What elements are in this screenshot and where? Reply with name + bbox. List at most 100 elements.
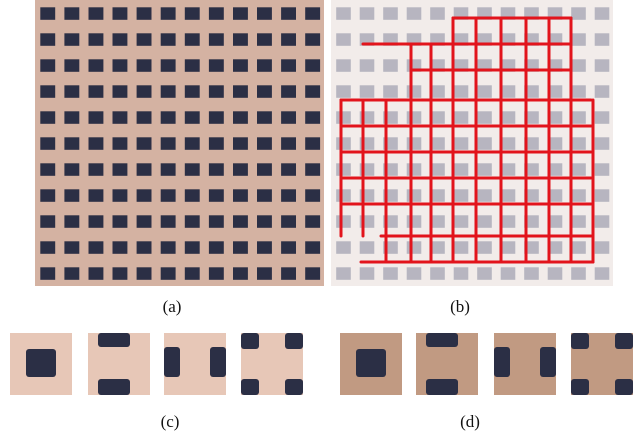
- window: [233, 33, 248, 46]
- window: [88, 215, 104, 228]
- window: [88, 241, 104, 254]
- window: [112, 241, 128, 254]
- window: [208, 189, 224, 202]
- faded-window: [406, 241, 422, 254]
- faded-window: [477, 189, 492, 202]
- window: [257, 241, 272, 254]
- window-fragment: [540, 347, 556, 377]
- window: [64, 163, 80, 176]
- window: [160, 85, 176, 98]
- window: [88, 137, 104, 150]
- window: [160, 215, 176, 228]
- faded-window: [477, 163, 492, 176]
- patch-d-1: [340, 333, 402, 395]
- faded-window: [430, 215, 445, 228]
- faded-window: [594, 85, 610, 98]
- faded-window: [594, 137, 610, 150]
- faded-window: [571, 137, 586, 150]
- faded-window: [477, 241, 492, 254]
- window: [281, 267, 296, 280]
- faded-window: [500, 163, 516, 176]
- window: [305, 85, 321, 98]
- window: [305, 33, 321, 46]
- window: [40, 215, 56, 228]
- window: [305, 215, 321, 228]
- window: [184, 137, 200, 150]
- faded-window: [477, 111, 492, 124]
- window: [305, 7, 321, 20]
- window-fragment: [426, 333, 458, 347]
- faded-window: [359, 7, 375, 20]
- patch-d-4: [571, 333, 633, 395]
- faded-window: [594, 59, 610, 72]
- window: [136, 137, 152, 150]
- faded-window: [406, 163, 422, 176]
- faded-window: [547, 241, 563, 254]
- faded-window: [336, 85, 351, 98]
- faded-window: [571, 85, 586, 98]
- window: [40, 7, 56, 20]
- window: [257, 163, 272, 176]
- faded-window: [406, 267, 422, 280]
- window-fragment: [494, 347, 510, 377]
- window: [112, 85, 128, 98]
- faded-window: [547, 267, 563, 280]
- window: [257, 267, 272, 280]
- faded-window: [477, 215, 492, 228]
- window: [281, 85, 296, 98]
- facade-grid-panel: [331, 0, 613, 286]
- faded-window: [359, 267, 375, 280]
- faded-facade-background: [331, 0, 613, 286]
- facade-photo-panel: [35, 0, 324, 286]
- faded-window: [406, 189, 422, 202]
- window: [305, 189, 321, 202]
- window: [64, 215, 80, 228]
- faded-window: [453, 85, 469, 98]
- faded-window: [336, 33, 351, 46]
- window: [40, 267, 56, 280]
- faded-window: [430, 137, 445, 150]
- window: [184, 241, 200, 254]
- red-grid: [339, 16, 595, 264]
- faded-window: [453, 111, 469, 124]
- window: [208, 111, 224, 124]
- faded-window: [524, 241, 539, 254]
- patch-c-4: [241, 333, 303, 395]
- window: [257, 33, 272, 46]
- window-fragment: [615, 379, 633, 395]
- window: [281, 163, 296, 176]
- window-fragment: [241, 333, 259, 349]
- faded-window: [500, 267, 516, 280]
- window: [257, 189, 272, 202]
- window: [160, 7, 176, 20]
- window: [136, 215, 152, 228]
- window: [233, 137, 248, 150]
- faded-window: [383, 85, 398, 98]
- window: [88, 85, 104, 98]
- window: [64, 241, 80, 254]
- faded-window: [453, 241, 469, 254]
- facade-photo: [35, 0, 324, 286]
- window: [257, 85, 272, 98]
- faded-window: [594, 215, 610, 228]
- faded-window: [477, 137, 492, 150]
- window: [281, 7, 296, 20]
- window-fragment: [285, 379, 303, 395]
- window: [184, 33, 200, 46]
- window: [40, 189, 56, 202]
- window: [233, 7, 248, 20]
- window: [64, 33, 80, 46]
- faded-window: [430, 267, 445, 280]
- faded-window: [430, 241, 445, 254]
- window: [208, 267, 224, 280]
- faded-window: [336, 189, 351, 202]
- window: [208, 85, 224, 98]
- window: [208, 137, 224, 150]
- window: [40, 59, 56, 72]
- faded-window: [453, 215, 469, 228]
- caption-d: (d): [460, 412, 480, 431]
- faded-window: [359, 59, 375, 72]
- faded-window: [571, 111, 586, 124]
- faded-window: [524, 215, 539, 228]
- faded-window: [524, 267, 539, 280]
